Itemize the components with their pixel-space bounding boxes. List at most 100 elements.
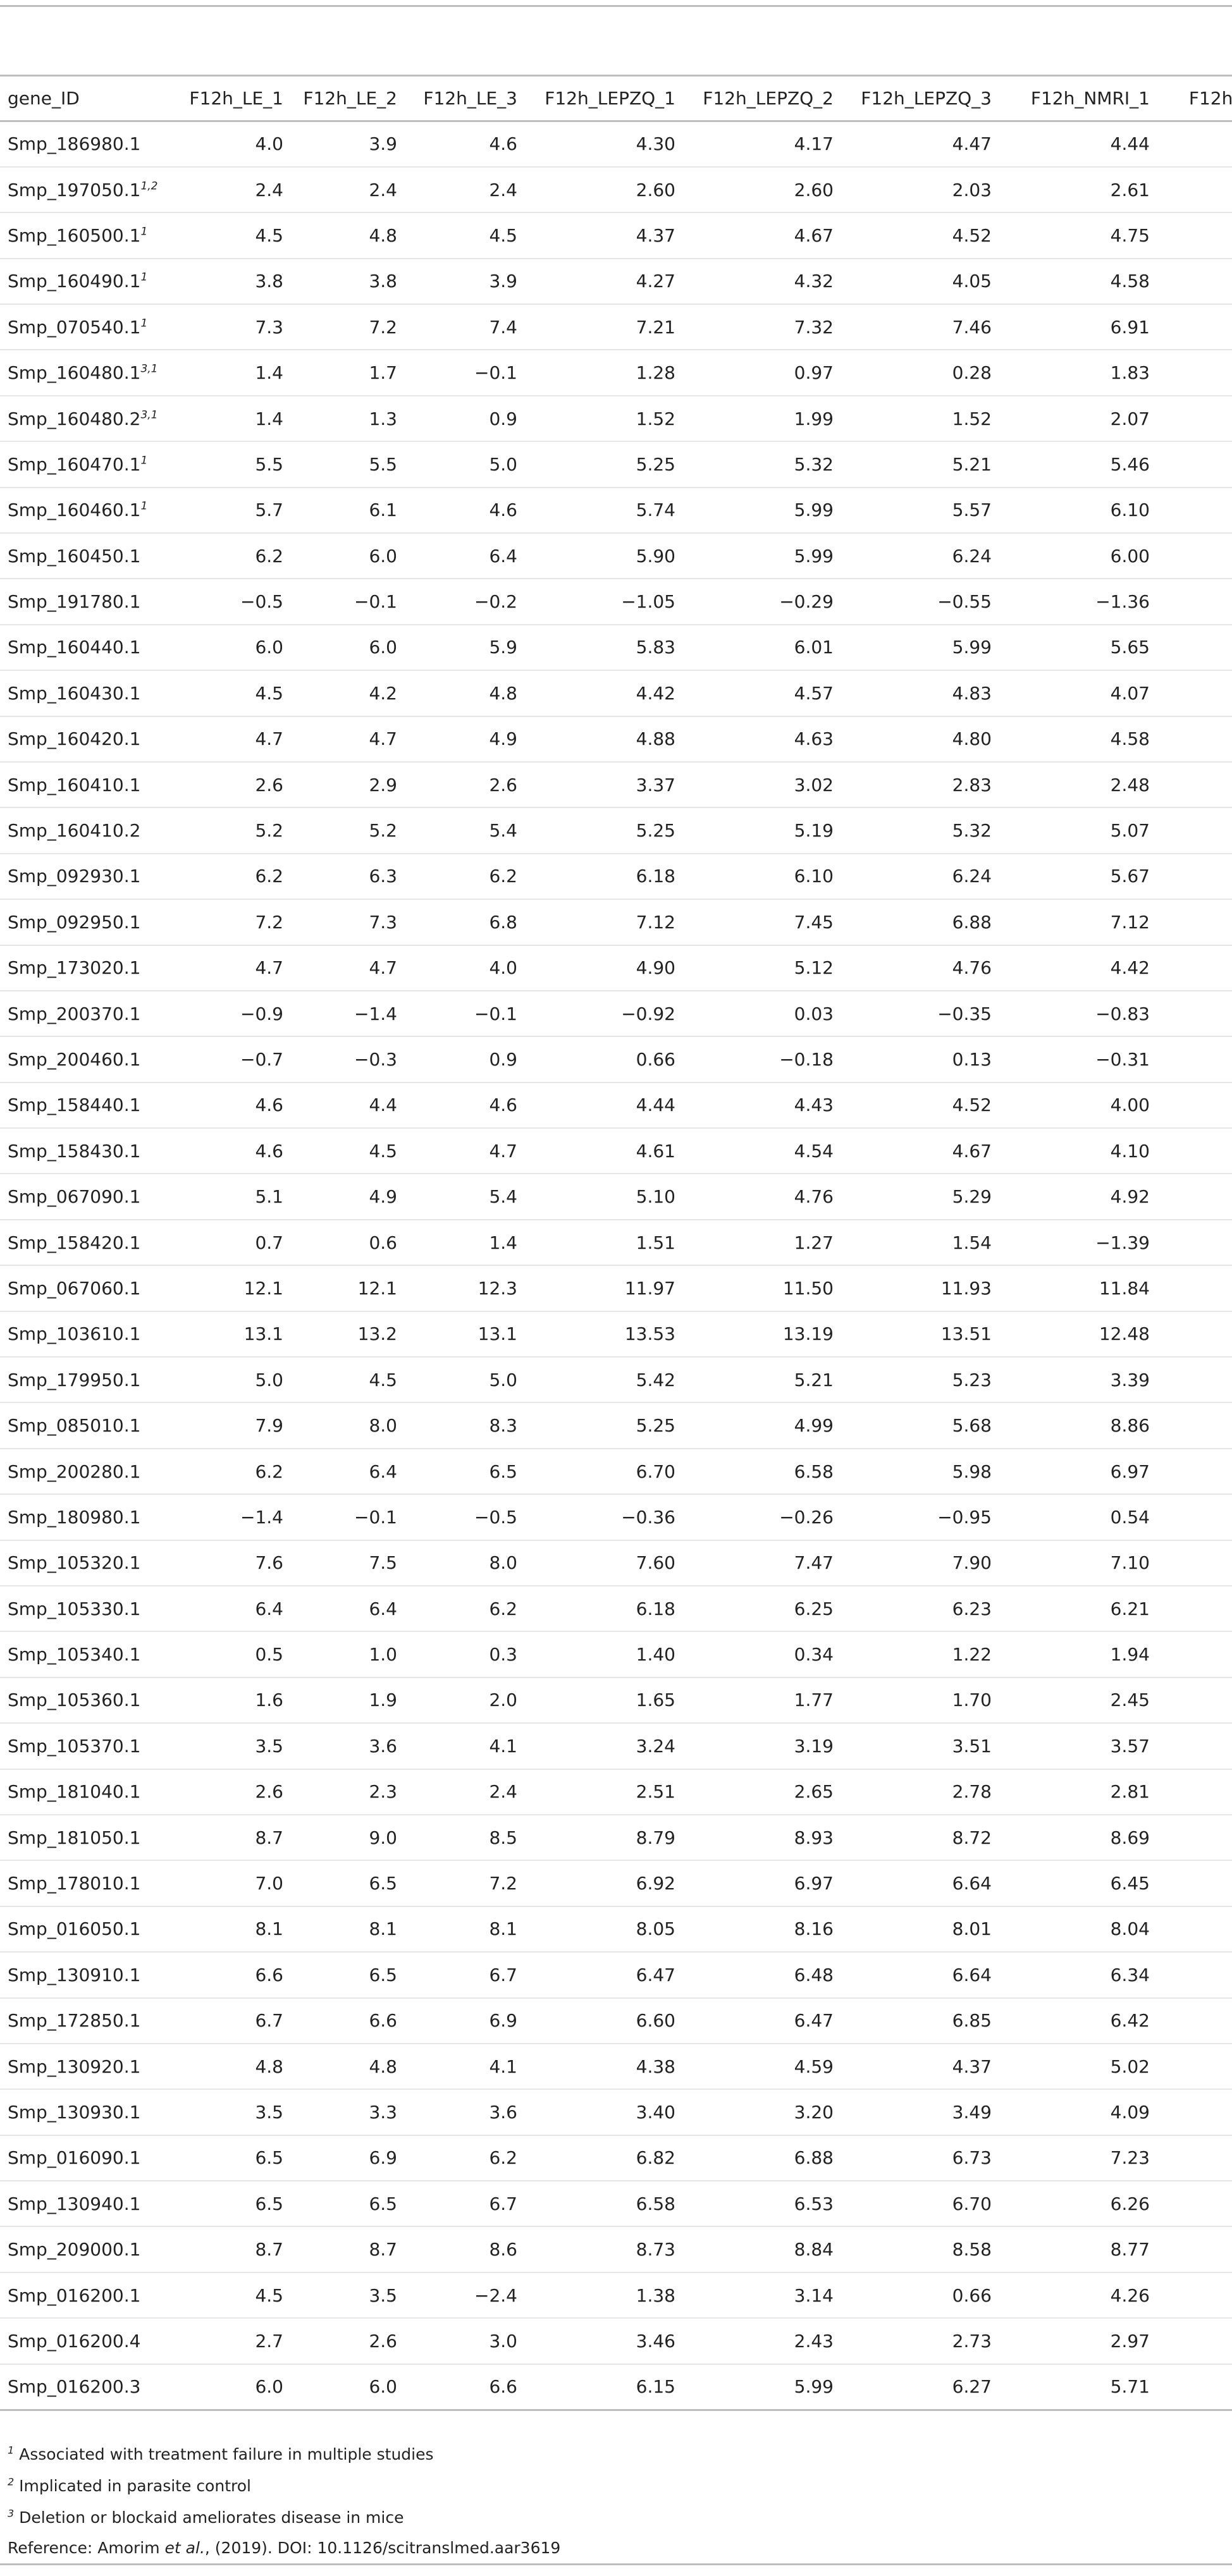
gene-id: Smp_105370.1	[8, 1735, 141, 1757]
value-cell: 6.97	[794, 1873, 834, 1894]
value-cell: 4.67	[952, 1140, 992, 1162]
value-cell: 6.58	[794, 1461, 834, 1482]
value-cell: 1.77	[794, 1690, 834, 1711]
value-cell: 5.10	[636, 1186, 675, 1208]
value-cell: 6.4	[489, 545, 517, 567]
value-cell: 1.22	[952, 1644, 992, 1665]
value-cell: 3.5	[255, 1735, 283, 1757]
value-cell: 4.8	[369, 224, 397, 246]
value-cell: 4.32	[794, 271, 834, 292]
gene-id-cell: Smp_085010.1	[0, 1402, 171, 1448]
value-cell: 4.37	[952, 2056, 992, 2077]
footnote-text: Implicated in parasite control	[19, 2477, 251, 2495]
value-cell: −0.92	[621, 1003, 675, 1024]
value-cell: 1.4	[489, 1232, 517, 1253]
value-cell: −	[1157, 1036, 1232, 1082]
table-row: Smp_191780.1 −0.5 −0.1 −0.2 −1.05 −0.29 −0.55 −…	[0, 579, 1232, 625]
value-cell: 7.23	[1110, 2147, 1150, 2169]
value-cell: 2.03	[952, 179, 992, 200]
value-cell: −0.83	[1095, 1003, 1150, 1024]
value-cell: 5.21	[794, 1369, 834, 1390]
value-cell	[1157, 1631, 1232, 1677]
gene-id: Smp_158440.1	[8, 1095, 141, 1116]
table-row: Smp_016200.1 4.5 3.5 −2.4 1.38 3.14 0.66 4.26	[0, 2272, 1232, 2319]
value-cell: 3.20	[794, 2101, 834, 2123]
value-cell: 12.3	[477, 1277, 517, 1299]
gene-id-cell: Smp_130940.1	[0, 2181, 171, 2226]
gene-id: Smp_085010.1	[8, 1415, 141, 1437]
value-cell: 2.65	[794, 1781, 834, 1803]
value-cell: 6.70	[952, 2193, 992, 2214]
value-cell: 5.21	[952, 453, 992, 475]
value-cell: 11.93	[940, 1277, 992, 1299]
value-cell: 4.7	[489, 1140, 517, 1162]
footnote-marker: 1	[140, 317, 148, 330]
value-cell: 4.44	[636, 1095, 675, 1116]
value-cell: 4.80	[952, 728, 992, 750]
table-row: Smp_181050.1 8.7 9.0 8.5 8.79 8.93 8.72 8.69	[0, 1815, 1232, 1861]
value-cell: 3.3	[369, 2101, 397, 2123]
value-cell: 11.50	[782, 1277, 834, 1299]
value-cell: 6.73	[952, 2147, 992, 2169]
value-cell	[1157, 441, 1232, 487]
gene-id-cell: Smp_160440.1	[0, 625, 171, 670]
value-cell: 6.47	[636, 1964, 675, 1985]
gene-id-cell: Smp_160470.11	[0, 441, 171, 487]
table-row: Smp_200370.1 −0.9 −1.4 −0.1 −0.92 0.03 −0.35 −0…	[0, 991, 1232, 1037]
value-cell: 4.52	[952, 1095, 992, 1116]
value-cell: 3.19	[794, 1735, 834, 1757]
value-cell: 5.9	[489, 637, 517, 658]
expression-table: gene_ID F12h_LE_1 F12h_LE_2 F12h_LE_3 F12h_L…	[0, 75, 1232, 2411]
footnote: 3 Deletion or blockaid ameliorates disea…	[8, 2502, 1209, 2534]
table-row: Smp_178010.1 7.0 6.5 7.2 6.92 6.97 6.64 6.45	[0, 1860, 1232, 1906]
table-row: Smp_158440.1 4.6 4.4 4.6 4.44 4.43 4.52 4.00	[0, 1083, 1232, 1129]
gene-id-cell: Smp_103610.1	[0, 1311, 171, 1357]
value-cell: −0.7	[240, 1049, 283, 1070]
value-cell: −0.1	[354, 591, 397, 613]
table-row: Smp_180980.1 −1.4 −0.1 −0.5 −0.36 −0.26 −0.95 0…	[0, 1494, 1232, 1540]
value-cell: 7.6	[255, 1552, 283, 1574]
value-cell: 5.0	[489, 1369, 517, 1390]
value-cell: 5.98	[952, 1461, 992, 1482]
value-cell: 6.2	[489, 1598, 517, 1619]
table-row: Smp_160450.1 6.2 6.0 6.4 5.90 5.99 6.24 6.00	[0, 533, 1232, 579]
gene-id: Smp_191780.1	[8, 591, 141, 613]
value-cell: 4.83	[952, 682, 992, 704]
value-cell: 6.42	[1110, 2010, 1150, 2032]
value-cell	[1157, 1128, 1232, 1174]
gene-id-cell: Smp_092950.1	[0, 899, 171, 945]
value-cell: 5.57	[952, 500, 992, 521]
value-cell: 6.58	[636, 2193, 675, 2214]
value-cell: 7.90	[952, 1552, 992, 1574]
value-cell	[1157, 2089, 1232, 2135]
table-row: Smp_092930.1 6.2 6.3 6.2 6.18 6.10 6.24 5.67	[0, 854, 1232, 900]
value-cell: 6.45	[1110, 1873, 1150, 1894]
value-cell: 0.9	[489, 1049, 517, 1070]
value-cell: 5.0	[489, 453, 517, 475]
value-cell: 4.8	[255, 2056, 283, 2077]
value-cell: 8.01	[952, 1918, 992, 1940]
value-cell: 4.43	[794, 1095, 834, 1116]
value-cell: −1.39	[1095, 1232, 1150, 1253]
value-cell	[1157, 1998, 1232, 2044]
value-cell: 1.83	[1110, 362, 1150, 384]
value-cell: 6.2	[255, 1461, 283, 1482]
gene-id: Smp_130910.1	[8, 1964, 141, 1985]
value-cell: 7.10	[1110, 1552, 1150, 1574]
gene-id: Smp_172850.1	[8, 2010, 141, 2032]
value-cell: 4.59	[794, 2056, 834, 2077]
table-row: Smp_016090.1 6.5 6.9 6.2 6.82 6.88 6.73 7.23	[0, 2135, 1232, 2181]
value-cell: 7.3	[369, 911, 397, 933]
value-cell: 5.29	[952, 1186, 992, 1208]
reference-etal: et al.	[164, 2539, 205, 2557]
value-cell: 1	[1157, 1265, 1232, 1311]
gene-id-cell: Smp_130930.1	[0, 2089, 171, 2135]
value-cell: 4.7	[369, 957, 397, 979]
value-cell: 1.94	[1110, 1644, 1150, 1665]
value-cell: 13.19	[782, 1323, 834, 1345]
value-cell: 6.34	[1110, 1964, 1150, 1985]
value-cell: 6.6	[369, 2010, 397, 2032]
value-cell: 7.32	[794, 316, 834, 338]
value-cell: 8.5	[489, 1827, 517, 1848]
value-cell: 4.5	[255, 2285, 283, 2306]
